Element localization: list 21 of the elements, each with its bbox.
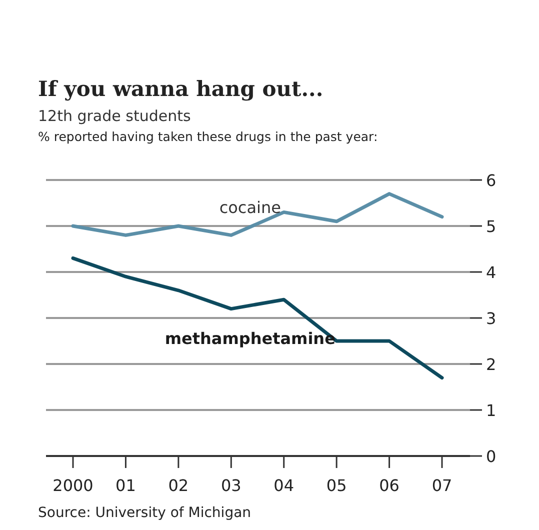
y-tick-label: 6 <box>486 171 496 190</box>
y-tick-label: 3 <box>486 309 496 328</box>
x-tick-label: 07 <box>432 476 452 495</box>
y-tick-label: 5 <box>486 217 496 236</box>
x-tick-label: 03 <box>220 476 242 495</box>
y-tick-label: 4 <box>486 263 496 282</box>
y-tick-label: 2 <box>486 355 496 374</box>
series-label: cocaine <box>219 198 281 218</box>
chart-subtitle: 12th grade students <box>38 107 191 125</box>
x-tick-label: 05 <box>326 476 347 495</box>
y-tick-label: 0 <box>486 447 496 466</box>
x-tick-label: 02 <box>168 476 189 495</box>
x-tick-label: 01 <box>116 476 136 495</box>
y-tick-label: 1 <box>486 401 496 420</box>
source-note: Source: University of Michigan <box>38 505 252 521</box>
chart-title: If you wanna hang out... <box>38 76 324 101</box>
series-label: methamphetamine <box>164 328 336 348</box>
y-axis-title: % reported having taken these drugs in the past year: <box>38 129 378 144</box>
x-tick-label: 2000 <box>52 476 94 495</box>
x-tick-label: 04 <box>274 476 294 495</box>
x-tick-label: 06 <box>379 476 400 495</box>
